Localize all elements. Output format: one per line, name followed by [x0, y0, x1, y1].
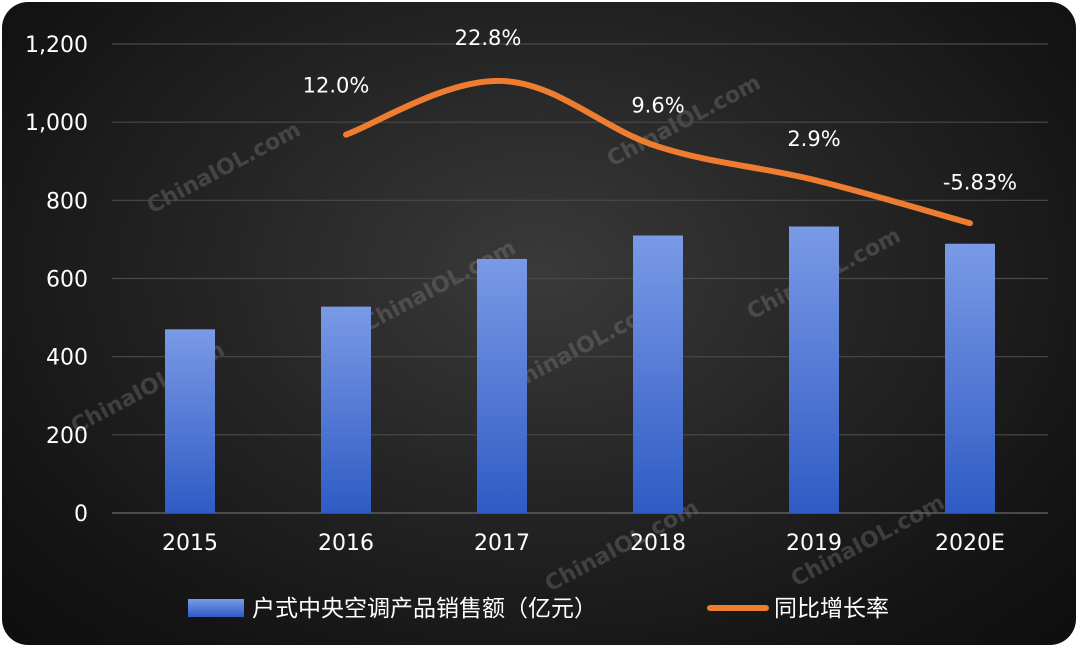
growth-data-label: 22.8%	[455, 26, 522, 50]
y-tick-label: 800	[46, 189, 88, 214]
legend-line-label: 同比增长率	[774, 596, 889, 622]
legend-bar-label: 户式中央空调产品销售额（亿元）	[252, 596, 597, 622]
x-tick-label: 2017	[474, 531, 530, 556]
bar	[789, 226, 839, 513]
bar	[945, 243, 995, 514]
growth-data-label: -5.83%	[943, 170, 1017, 194]
x-tick-label: 2015	[162, 531, 218, 556]
x-tick-label: 2018	[630, 531, 686, 556]
x-tick-label: 2019	[786, 531, 842, 556]
bar	[165, 329, 215, 513]
watermark-text: ChinaIOL.com	[143, 117, 305, 219]
bar	[633, 235, 683, 513]
y-tick-label: 0	[74, 502, 88, 527]
x-tick-label: 2016	[318, 531, 374, 556]
y-tick-label: 1,000	[25, 111, 88, 136]
legend-bar-swatch	[188, 599, 244, 617]
y-tick-label: 1,200	[25, 33, 88, 58]
growth-data-label: 12.0%	[303, 74, 370, 98]
bar	[477, 258, 527, 513]
y-tick-label: 600	[46, 268, 88, 293]
growth-line	[343, 77, 973, 227]
bar	[321, 306, 371, 513]
y-tick-label: 200	[46, 424, 88, 449]
x-tick-label: 2020E	[935, 531, 1005, 556]
growth-data-label: 2.9%	[787, 127, 840, 151]
growth-data-label: 9.6%	[631, 94, 684, 118]
y-tick-label: 400	[46, 346, 88, 371]
